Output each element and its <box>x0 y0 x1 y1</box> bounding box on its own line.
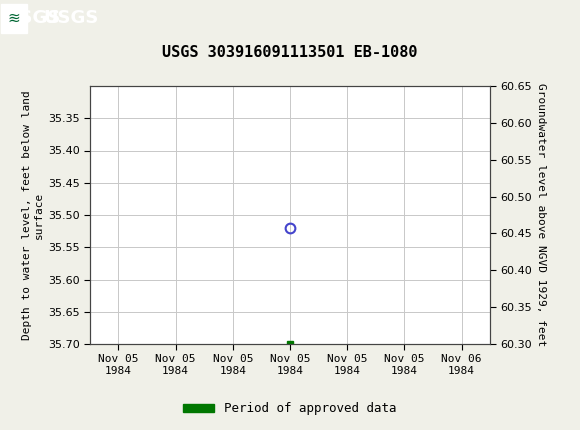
Text: ≋: ≋ <box>8 11 20 26</box>
Y-axis label: Depth to water level, feet below land
surface: Depth to water level, feet below land su… <box>22 90 44 340</box>
FancyBboxPatch shape <box>1 3 27 33</box>
Text: USGS: USGS <box>6 9 61 27</box>
Y-axis label: Groundwater level above NGVD 1929, feet: Groundwater level above NGVD 1929, feet <box>536 83 546 347</box>
Text: USGS: USGS <box>44 9 99 27</box>
Text: USGS 303916091113501 EB-1080: USGS 303916091113501 EB-1080 <box>162 45 418 60</box>
Legend: Period of approved data: Period of approved data <box>178 397 402 420</box>
